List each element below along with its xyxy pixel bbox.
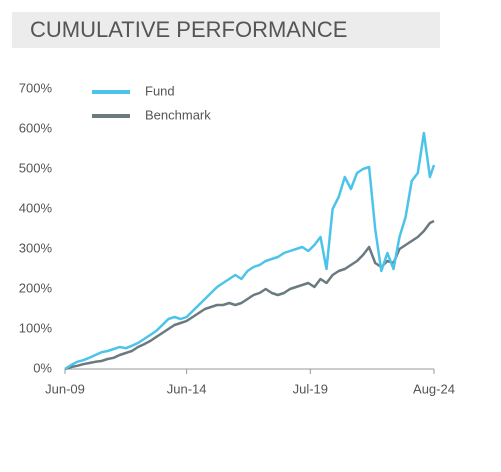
y-tick-label: 300%	[19, 240, 53, 255]
y-tick-label: 600%	[19, 120, 53, 135]
x-tick-label: Aug-24	[413, 381, 455, 396]
y-tick-label: 100%	[19, 320, 53, 335]
x-tick-label: Jul-19	[293, 381, 328, 396]
y-tick-label: 500%	[19, 160, 53, 175]
series-line	[64, 131, 436, 371]
x-tick-label: Jun-14	[167, 381, 207, 396]
title-band	[12, 12, 440, 48]
series-line	[64, 219, 435, 371]
y-tick-label: 0%	[33, 360, 52, 375]
y-tick-label: 700%	[19, 80, 53, 95]
legend-label: Benchmark	[145, 107, 211, 122]
y-tick-label: 400%	[19, 200, 53, 215]
y-tick-label: 200%	[19, 280, 53, 295]
x-tick-label: Jun-09	[45, 381, 85, 396]
legend-label: Fund	[145, 83, 175, 98]
chart-title: CUMULATIVE PERFORMANCE	[30, 17, 347, 42]
